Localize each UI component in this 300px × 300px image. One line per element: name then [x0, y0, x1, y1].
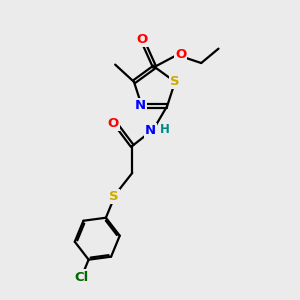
Text: Cl: Cl: [74, 271, 88, 284]
Text: N: N: [135, 100, 146, 112]
Text: S: S: [109, 190, 119, 203]
Text: O: O: [175, 48, 186, 61]
Text: H: H: [160, 123, 170, 136]
Text: O: O: [136, 33, 148, 46]
Text: O: O: [108, 117, 119, 130]
Text: S: S: [170, 75, 180, 88]
Text: N: N: [145, 124, 156, 137]
